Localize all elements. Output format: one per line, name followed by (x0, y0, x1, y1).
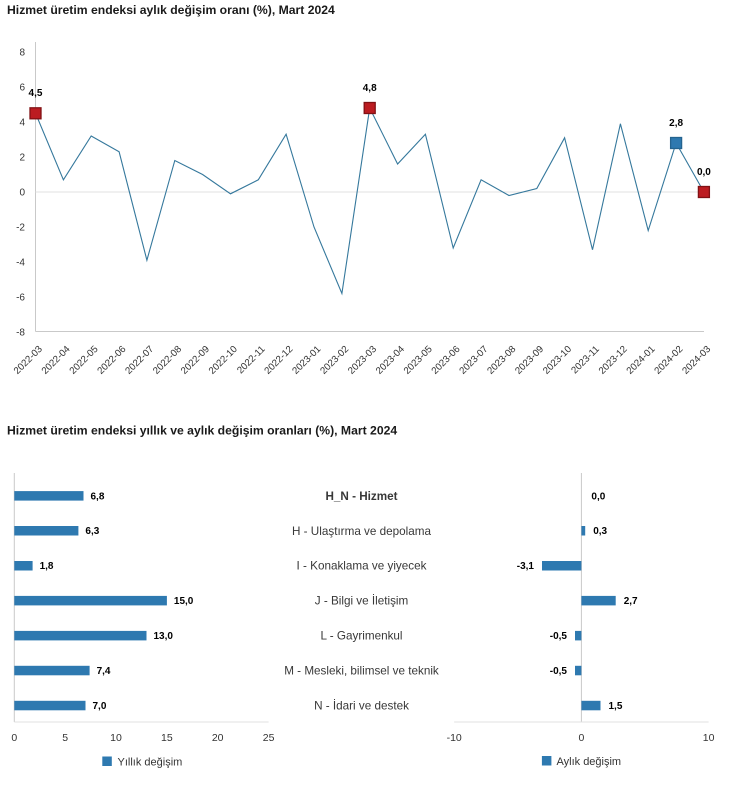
svg-text:0: 0 (19, 188, 25, 199)
svg-text:8: 8 (19, 48, 25, 59)
svg-text:-10: -10 (447, 732, 462, 744)
svg-text:M - Mesleki, bilimsel ve tekni: M - Mesleki, bilimsel ve teknik (284, 665, 439, 678)
svg-text:0: 0 (578, 732, 584, 744)
svg-text:-6: -6 (16, 293, 25, 304)
svg-text:H - Ulaştırma ve depolama: H - Ulaştırma ve depolama (292, 525, 432, 538)
svg-text:6: 6 (19, 83, 25, 94)
svg-text:2: 2 (19, 153, 25, 164)
svg-text:20: 20 (212, 732, 224, 744)
svg-text:1,5: 1,5 (609, 701, 623, 712)
svg-text:7,4: 7,4 (97, 666, 111, 677)
svg-text:4,8: 4,8 (363, 83, 377, 94)
svg-text:4,5: 4,5 (29, 88, 43, 99)
svg-text:6,3: 6,3 (85, 526, 99, 537)
svg-text:0,0: 0,0 (591, 491, 605, 502)
svg-text:-8: -8 (16, 328, 25, 339)
svg-text:-3,1: -3,1 (517, 561, 535, 572)
svg-text:I - Konaklama ve yiyecek: I - Konaklama ve yiyecek (297, 560, 427, 573)
svg-text:J - Bilgi ve İletişim: J - Bilgi ve İletişim (315, 595, 409, 608)
svg-text:Hizmet üretim endeksi yıllık v: Hizmet üretim endeksi yıllık ve aylık de… (7, 424, 397, 438)
svg-text:0: 0 (11, 732, 17, 744)
svg-text:Yıllık değişim: Yıllık değişim (118, 757, 183, 769)
svg-text:1,8: 1,8 (40, 561, 54, 572)
svg-text:2,7: 2,7 (624, 596, 638, 607)
svg-text:N - İdari ve destek: N - İdari ve destek (314, 700, 409, 713)
svg-text:-4: -4 (16, 258, 25, 269)
svg-text:13,0: 13,0 (154, 631, 174, 642)
svg-text:0,0: 0,0 (697, 167, 711, 178)
svg-text:10: 10 (110, 732, 122, 744)
svg-text:-0,5: -0,5 (550, 631, 568, 642)
svg-text:-2: -2 (16, 223, 25, 234)
svg-text:25: 25 (263, 732, 275, 744)
svg-text:15,0: 15,0 (174, 596, 194, 607)
svg-text:Hizmet üretim endeksi aylık de: Hizmet üretim endeksi aylık değişim oran… (7, 3, 335, 17)
svg-text:5: 5 (62, 732, 68, 744)
svg-text:H_N - Hizmet: H_N - Hizmet (325, 490, 397, 503)
svg-text:7,0: 7,0 (93, 701, 107, 712)
svg-text:0,3: 0,3 (593, 526, 607, 537)
svg-text:15: 15 (161, 732, 173, 744)
svg-text:Aylık değişim: Aylık değişim (557, 756, 622, 768)
svg-text:L - Gayrimenkul: L - Gayrimenkul (320, 630, 402, 643)
svg-text:10: 10 (703, 732, 715, 744)
svg-text:6,8: 6,8 (91, 491, 105, 502)
svg-text:-0,5: -0,5 (550, 666, 568, 677)
svg-text:4: 4 (19, 118, 25, 129)
svg-text:2,8: 2,8 (669, 118, 683, 129)
